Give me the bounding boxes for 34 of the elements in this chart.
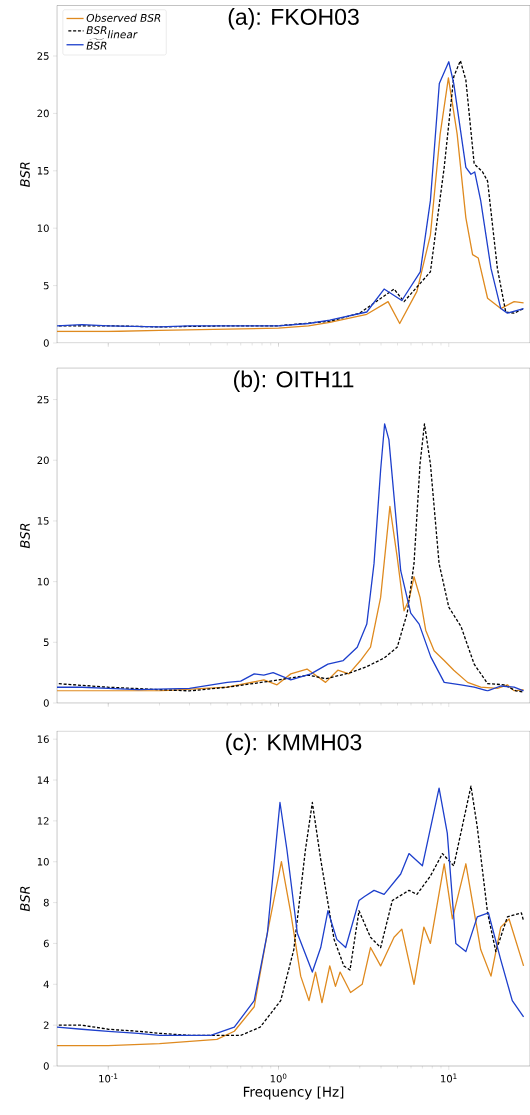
x-tick-label: 10$^{-1}$ bbox=[99, 1073, 118, 1083]
x-tick-label: 10$^{1}$ bbox=[441, 1073, 457, 1083]
y-tick-label: 10 bbox=[37, 577, 49, 586]
legend-label: $\widetilde{\textit{BSR}}$ bbox=[86, 38, 107, 50]
y-tick-label: 16 bbox=[37, 735, 49, 743]
y-tick-label: 4 bbox=[43, 980, 49, 988]
y-tick-label: 14 bbox=[37, 776, 49, 784]
y-tick-label: 20 bbox=[37, 109, 49, 118]
y-tick-label: 15 bbox=[37, 167, 49, 175]
legend-label: $\textit{Observed BSR}$ bbox=[86, 13, 161, 22]
y-tick-label: 15 bbox=[37, 517, 49, 525]
chart-title: (c): KMMH03 bbox=[226, 733, 362, 755]
y-tick-label: 20 bbox=[37, 456, 49, 465]
y-tick-label: 25 bbox=[37, 395, 49, 404]
y-tick-label: 6 bbox=[43, 939, 49, 948]
y-tick-label: 10 bbox=[37, 224, 49, 232]
y-tick-label: 25 bbox=[37, 52, 49, 60]
y-axis-title: BSR bbox=[20, 162, 30, 188]
chart-title: (a): FKOH03 bbox=[228, 8, 359, 30]
x-axis-title: Frequency [Hz] bbox=[243, 1086, 344, 1100]
y-tick-label: 5 bbox=[43, 281, 49, 290]
y-tick-label: 0 bbox=[43, 339, 49, 347]
x-tick-label: 10$^{0}$ bbox=[270, 1073, 287, 1083]
y-axis-title: BSR bbox=[20, 886, 30, 912]
y-tick-label: 2 bbox=[43, 1021, 49, 1029]
chart-title: (b): OITH11 bbox=[234, 370, 354, 392]
legend-label: $\textit{BSR}_{\textit{linear}}$ bbox=[86, 26, 138, 39]
y-tick-label: 8 bbox=[43, 898, 49, 907]
y-tick-label: 5 bbox=[43, 638, 49, 647]
y-tick-label: 0 bbox=[43, 699, 49, 707]
y-tick-label: 10 bbox=[37, 857, 49, 866]
y-axis-title: BSR bbox=[20, 523, 30, 549]
y-tick-label: 12 bbox=[37, 817, 49, 825]
y-tick-label: 0 bbox=[43, 1062, 49, 1070]
